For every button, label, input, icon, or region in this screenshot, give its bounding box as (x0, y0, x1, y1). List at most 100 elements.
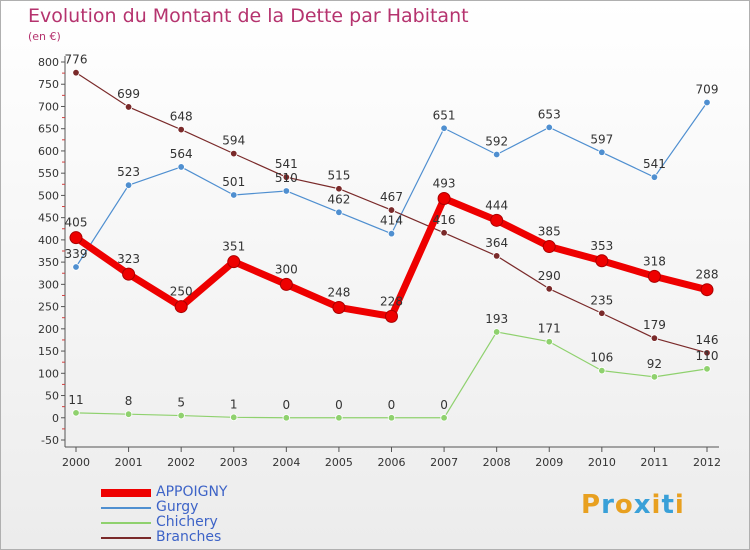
y-tick-label: 50 (45, 390, 59, 403)
x-tick-label: 2001 (115, 456, 143, 469)
data-point-appoigny (385, 309, 398, 323)
data-label-chichery: 92 (647, 357, 662, 371)
data-label-branches: 290 (538, 269, 561, 283)
data-label-appoigny: 248 (327, 285, 350, 299)
data-point-branches (703, 349, 711, 357)
data-point-appoigny (595, 254, 609, 268)
data-label-branches: 594 (222, 134, 245, 148)
data-label-appoigny: 405 (65, 216, 88, 230)
data-point-appoigny (332, 300, 346, 314)
x-tick-label: 2002 (167, 456, 195, 469)
data-point-appoigny (490, 213, 504, 227)
data-label-appoigny: 228 (380, 294, 403, 308)
data-point-chichery (650, 373, 659, 381)
y-tick-label: 800 (38, 56, 59, 69)
data-label-branches: 541 (275, 157, 298, 171)
y-tick-label: 250 (38, 301, 59, 314)
data-label-gurgy: 414 (380, 214, 403, 228)
data-label-appoigny: 351 (222, 240, 245, 254)
legend-swatch (101, 489, 151, 497)
data-label-branches: 235 (590, 293, 613, 307)
y-tick-label: 150 (38, 345, 59, 358)
data-label-branches: 699 (117, 87, 140, 101)
data-point-branches (72, 68, 80, 77)
data-point-appoigny (279, 277, 293, 291)
data-label-gurgy: 709 (696, 82, 719, 96)
legend-label: Chichery (156, 514, 218, 530)
data-label-gurgy: 653 (538, 107, 561, 121)
data-label-chichery: 0 (388, 398, 396, 412)
data-point-gurgy (387, 229, 396, 238)
data-label-branches: 179 (643, 318, 666, 332)
data-point-gurgy (545, 123, 553, 132)
data-label-branches: 776 (65, 53, 88, 67)
data-point-appoigny (542, 240, 556, 254)
x-tick-label: 2008 (483, 456, 511, 469)
logo-letter: P (581, 490, 602, 520)
data-point-branches (230, 149, 238, 158)
data-point-chichery (335, 414, 343, 422)
data-point-chichery (230, 413, 238, 422)
data-point-gurgy (72, 263, 80, 271)
logo-letter: i (674, 490, 685, 520)
data-point-gurgy (282, 187, 291, 195)
data-label-appoigny: 385 (538, 225, 561, 239)
data-point-chichery (545, 338, 553, 346)
y-tick-label: 300 (38, 278, 59, 291)
data-point-appoigny (437, 192, 451, 206)
y-tick-label: 200 (38, 323, 59, 336)
data-label-chichery: 106 (590, 351, 613, 365)
data-label-chichery: 0 (440, 398, 448, 412)
data-label-branches: 146 (696, 333, 719, 347)
data-label-appoigny: 318 (643, 254, 666, 268)
y-tick-label: 450 (38, 212, 59, 225)
data-label-branches: 515 (327, 169, 350, 183)
data-point-branches (124, 103, 133, 111)
data-label-chichery: 1 (230, 397, 238, 411)
legend-item-branches: Branches (101, 529, 301, 545)
data-point-appoigny (647, 269, 661, 283)
data-point-gurgy (440, 124, 448, 132)
data-label-gurgy: 541 (643, 157, 666, 171)
legend-item-appoigny: APPOIGNY (101, 484, 301, 500)
data-point-chichery (598, 366, 606, 375)
legend-swatch (101, 507, 151, 509)
data-label-gurgy: 510 (275, 171, 298, 185)
data-label-gurgy: 651 (433, 108, 456, 122)
data-point-gurgy (177, 163, 185, 171)
legend-label: Gurgy (156, 499, 199, 515)
data-label-branches: 648 (170, 110, 193, 124)
x-tick-label: 2012 (693, 456, 721, 469)
y-tick-label: 500 (38, 189, 59, 202)
y-tick-label: 350 (38, 256, 59, 269)
data-point-branches (387, 206, 396, 214)
data-point-branches (335, 185, 343, 193)
data-point-appoigny (700, 283, 714, 297)
x-tick-label: 2005 (325, 456, 353, 469)
data-label-chichery: 11 (68, 393, 83, 407)
data-point-chichery (387, 414, 396, 422)
logo-letter: x (633, 490, 652, 520)
data-point-branches (545, 285, 553, 293)
data-label-chichery: 0 (335, 398, 343, 412)
x-tick-label: 2010 (588, 456, 616, 469)
data-label-gurgy: 564 (170, 147, 193, 161)
legend-label: APPOIGNY (156, 484, 228, 500)
data-point-branches (492, 252, 501, 260)
data-label-chichery: 171 (538, 322, 561, 336)
y-tick-label: 750 (38, 78, 59, 91)
data-label-appoigny: 444 (485, 198, 508, 212)
data-point-branches (177, 125, 185, 134)
data-point-appoigny (122, 267, 136, 281)
x-tick-label: 2003 (220, 456, 248, 469)
x-tick-label: 2011 (640, 456, 668, 469)
x-tick-label: 2006 (378, 456, 406, 469)
y-tick-label: 700 (38, 100, 59, 113)
data-point-chichery (703, 365, 711, 373)
chart-title: Evolution du Montant de la Dette par Hab… (28, 5, 469, 27)
data-point-branches (440, 229, 448, 237)
data-point-chichery (282, 414, 291, 422)
data-label-branches: 364 (485, 236, 508, 250)
